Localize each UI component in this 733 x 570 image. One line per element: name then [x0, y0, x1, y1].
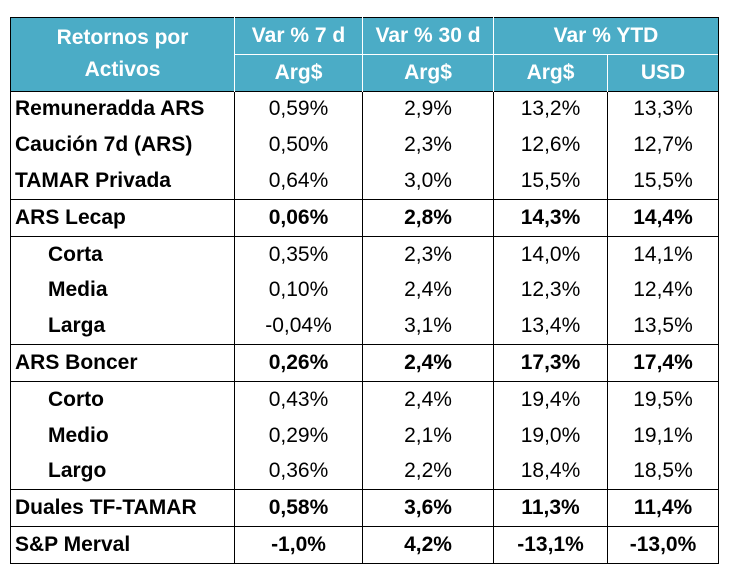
header-var-30d: Var % 30 d: [362, 17, 494, 55]
cell-ytd-usd: 19,1%: [607, 417, 719, 454]
cell-var-30d: 2,9%: [362, 90, 494, 128]
cell-ytd-usd: 14,4%: [607, 198, 719, 237]
cell-var-7d: 0,36%: [234, 453, 363, 490]
cell-ytd-ars: 11,3%: [493, 489, 608, 527]
cell-var-30d: 2,4%: [362, 344, 494, 382]
cell-ytd-usd: -13,0%: [607, 526, 719, 564]
header-title-line2: Activos: [84, 58, 161, 82]
header-sub-ytd-ars: Arg$: [493, 53, 608, 92]
cell-var-30d: 3,6%: [362, 489, 494, 527]
cell-var-30d: 2,3%: [362, 235, 494, 273]
table-row: ARS Lecap 0,06% 2,8% 14,3% 14,4%: [10, 198, 719, 237]
cell-var-7d: -1,0%: [234, 526, 363, 564]
row-label: TAMAR Privada: [10, 163, 235, 200]
row-label: S&P Merval: [10, 526, 235, 564]
cell-ytd-ars: 19,4%: [493, 380, 608, 418]
cell-ytd-ars: 14,0%: [493, 235, 608, 273]
cell-ytd-usd: 14,1%: [607, 235, 719, 273]
cell-var-7d: 0,35%: [234, 235, 363, 273]
cell-var-7d: -0,04%: [234, 308, 363, 345]
cell-var-7d: 0,06%: [234, 198, 363, 237]
cell-var-7d: 0,10%: [234, 272, 363, 309]
cell-var-30d: 2,4%: [362, 380, 494, 418]
table-row: Duales TF-TAMAR 0,58% 3,6% 11,3% 11,4%: [10, 489, 719, 527]
cell-ytd-usd: 12,7%: [607, 127, 719, 164]
table-row: Remuneradda ARS 0,59% 2,9% 13,2% 13,3%: [10, 90, 719, 128]
cell-var-30d: 2,8%: [362, 198, 494, 237]
cell-var-30d: 4,2%: [362, 526, 494, 564]
table-row: Larga -0,04% 3,1% 13,4% 13,5%: [10, 308, 719, 345]
table-row: Corto 0,43% 2,4% 19,4% 19,5%: [10, 380, 719, 418]
table-row: Media 0,10% 2,4% 12,3% 12,4%: [10, 272, 719, 309]
cell-ytd-ars: 18,4%: [493, 453, 608, 490]
cell-var-7d: 0,26%: [234, 344, 363, 382]
cell-ytd-usd: 13,3%: [607, 90, 719, 128]
cell-var-30d: 3,1%: [362, 308, 494, 345]
row-label: Medio: [10, 417, 235, 454]
cell-ytd-ars: 19,0%: [493, 417, 608, 454]
cell-var-30d: 2,1%: [362, 417, 494, 454]
returns-table: Retornos por Activos Var % 7 d Var % 30 …: [10, 17, 719, 564]
cell-ytd-ars: 13,2%: [493, 90, 608, 128]
cell-var-7d: 0,43%: [234, 380, 363, 418]
header-sub-7d-ars: Arg$: [234, 53, 363, 92]
header-title-line1: Retornos por: [56, 26, 189, 50]
header-var-ytd: Var % YTD: [493, 17, 719, 55]
cell-var-7d: 0,59%: [234, 90, 363, 128]
row-label: Corta: [10, 235, 235, 273]
cell-ytd-ars: 15,5%: [493, 163, 608, 200]
row-label: ARS Lecap: [10, 198, 235, 237]
cell-ytd-ars: 13,4%: [493, 308, 608, 345]
table-row: Caución 7d (ARS) 0,50% 2,3% 12,6% 12,7%: [10, 127, 719, 164]
table-row: S&P Merval -1,0% 4,2% -13,1% -13,0%: [10, 526, 719, 564]
cell-ytd-ars: 14,3%: [493, 198, 608, 237]
cell-var-7d: 0,64%: [234, 163, 363, 200]
row-label: Larga: [10, 308, 235, 345]
row-label: Remuneradda ARS: [10, 90, 235, 128]
cell-ytd-usd: 17,4%: [607, 344, 719, 382]
table-row: Medio 0,29% 2,1% 19,0% 19,1%: [10, 417, 719, 454]
cell-ytd-usd: 13,5%: [607, 308, 719, 345]
cell-var-30d: 2,2%: [362, 453, 494, 490]
row-label: Duales TF-TAMAR: [10, 489, 235, 527]
cell-ytd-usd: 19,5%: [607, 380, 719, 418]
table-row: Corta 0,35% 2,3% 14,0% 14,1%: [10, 235, 719, 273]
table-row: ARS Boncer 0,26% 2,4% 17,3% 17,4%: [10, 344, 719, 382]
row-label: Caución 7d (ARS): [10, 127, 235, 164]
row-label: Media: [10, 272, 235, 309]
cell-var-30d: 2,4%: [362, 272, 494, 309]
row-label: Corto: [10, 380, 235, 418]
table-row: TAMAR Privada 0,64% 3,0% 15,5% 15,5%: [10, 163, 719, 200]
row-label: Largo: [10, 453, 235, 490]
cell-ytd-usd: 15,5%: [607, 163, 719, 200]
cell-ytd-usd: 18,5%: [607, 453, 719, 490]
cell-ytd-ars: -13,1%: [493, 526, 608, 564]
header-sub-ytd-usd: USD: [607, 53, 719, 92]
cell-ytd-ars: 12,3%: [493, 272, 608, 309]
table-row: Largo 0,36% 2,2% 18,4% 18,5%: [10, 453, 719, 490]
cell-var-7d: 0,29%: [234, 417, 363, 454]
header-var-7d: Var % 7 d: [234, 17, 363, 55]
cell-var-7d: 0,58%: [234, 489, 363, 527]
header-returns-by-asset: Retornos por Activos: [10, 17, 235, 92]
cell-var-30d: 3,0%: [362, 163, 494, 200]
cell-ytd-usd: 12,4%: [607, 272, 719, 309]
cell-var-30d: 2,3%: [362, 127, 494, 164]
cell-ytd-ars: 12,6%: [493, 127, 608, 164]
row-label: ARS Boncer: [10, 344, 235, 382]
cell-ytd-ars: 17,3%: [493, 344, 608, 382]
cell-ytd-usd: 11,4%: [607, 489, 719, 527]
header-sub-30d-ars: Arg$: [362, 53, 494, 92]
cell-var-7d: 0,50%: [234, 127, 363, 164]
